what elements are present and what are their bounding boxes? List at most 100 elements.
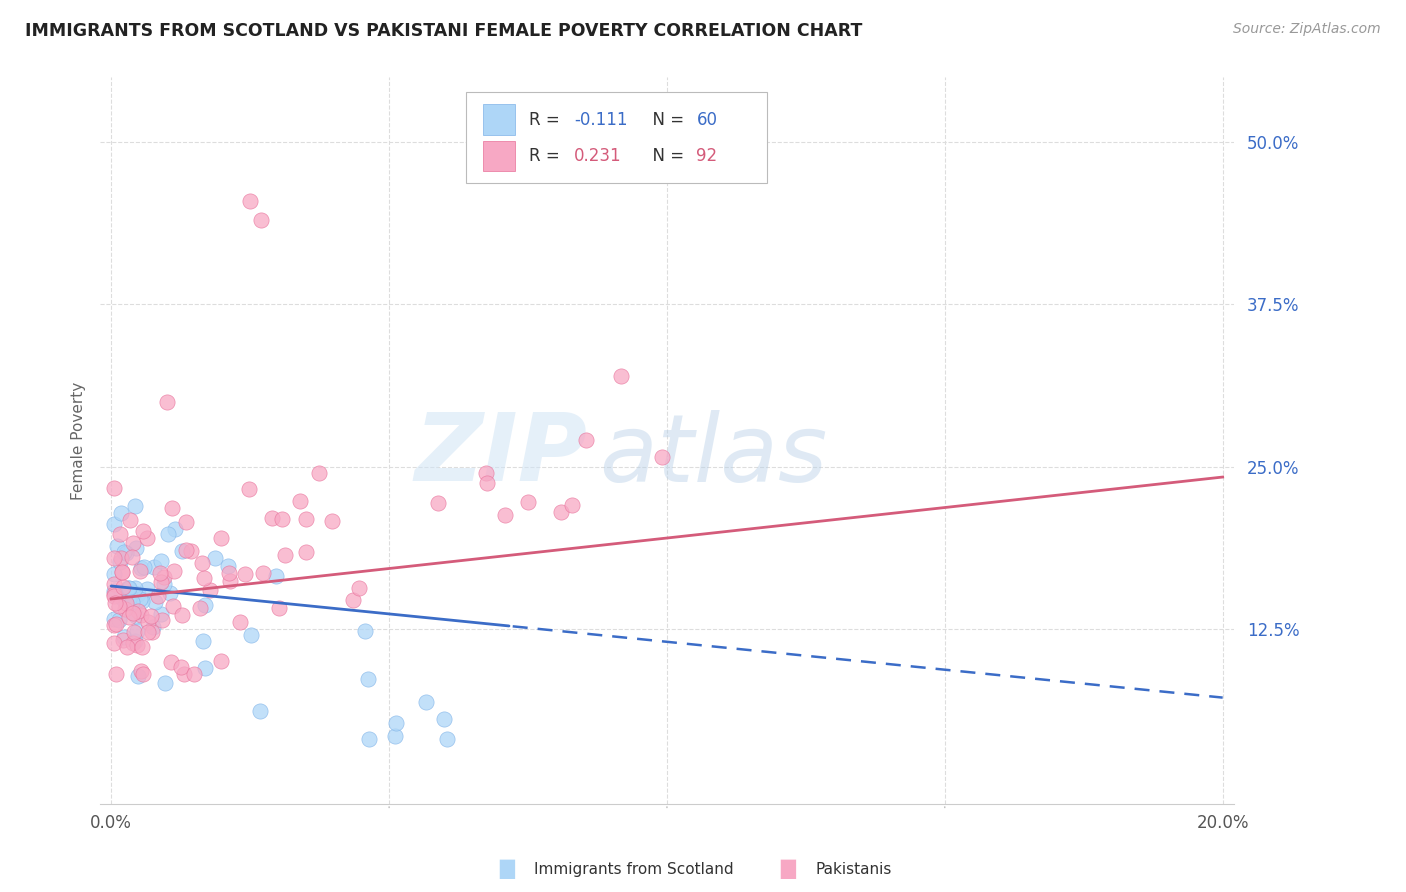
Text: █: █	[780, 860, 796, 880]
Point	[174, 542, 197, 557]
Point	[155, 676, 177, 690]
Point	[108, 613, 131, 627]
Point	[131, 561, 153, 575]
Point	[108, 555, 131, 569]
Point	[249, 705, 271, 719]
Point	[436, 732, 458, 747]
Point	[122, 625, 145, 640]
Text: N =: N =	[643, 147, 689, 165]
Point	[145, 595, 167, 609]
Point	[191, 556, 214, 570]
Text: ZIP: ZIP	[415, 409, 588, 501]
Point	[218, 566, 240, 580]
Point	[118, 610, 141, 624]
Point	[288, 494, 311, 508]
Text: 60: 60	[696, 111, 717, 128]
Point	[295, 512, 318, 526]
Point	[354, 624, 377, 638]
Point	[118, 581, 141, 595]
Point	[561, 499, 583, 513]
Point	[104, 667, 127, 681]
Point	[235, 567, 257, 582]
Point	[103, 590, 125, 604]
Point	[117, 582, 139, 596]
Text: Pakistanis: Pakistanis	[815, 863, 891, 877]
Point	[308, 466, 330, 480]
Point	[229, 615, 252, 630]
Point	[105, 539, 128, 553]
Text: IMMIGRANTS FROM SCOTLAND VS PAKISTANI FEMALE POVERTY CORRELATION CHART: IMMIGRANTS FROM SCOTLAND VS PAKISTANI FE…	[25, 22, 863, 40]
Point	[427, 496, 450, 510]
Point	[112, 592, 135, 607]
Point	[129, 592, 152, 607]
Text: N =: N =	[643, 111, 689, 128]
Point	[183, 667, 205, 681]
Point	[517, 494, 540, 508]
Point	[180, 544, 202, 558]
Point	[118, 591, 141, 606]
Point	[107, 599, 129, 613]
Point	[110, 588, 132, 602]
Point	[127, 604, 149, 618]
Point	[415, 695, 437, 709]
Point	[122, 635, 145, 649]
Point	[494, 508, 516, 522]
Point	[103, 566, 125, 581]
Point	[356, 672, 378, 686]
Point	[111, 566, 134, 580]
Point	[124, 634, 146, 648]
Point	[121, 549, 143, 564]
Point	[103, 636, 125, 650]
Point	[357, 732, 380, 747]
Point	[122, 536, 145, 550]
Point	[114, 596, 136, 610]
Point	[194, 661, 217, 675]
Point	[114, 602, 136, 616]
Text: atlas: atlas	[599, 409, 827, 500]
Point	[131, 594, 153, 608]
Point	[127, 587, 149, 601]
Point	[136, 532, 159, 546]
Text: █: █	[499, 860, 515, 880]
Point	[146, 589, 169, 603]
Point	[149, 575, 172, 590]
Point	[217, 559, 239, 574]
Point	[110, 550, 132, 565]
Point	[125, 638, 148, 652]
Point	[103, 481, 125, 495]
Point	[274, 549, 297, 563]
Point	[125, 541, 148, 555]
Point	[204, 550, 226, 565]
Point	[103, 584, 125, 599]
Point	[118, 587, 141, 601]
Point	[264, 568, 287, 582]
Point	[433, 712, 456, 726]
Point	[136, 625, 159, 640]
Point	[250, 213, 273, 227]
Text: -0.111: -0.111	[574, 111, 627, 128]
Point	[118, 596, 141, 610]
Point	[103, 551, 125, 566]
Point	[141, 624, 163, 639]
Point	[163, 522, 186, 536]
Point	[238, 482, 260, 496]
Point	[143, 560, 166, 574]
Point	[118, 513, 141, 527]
Text: 92: 92	[696, 147, 717, 165]
Point	[262, 510, 284, 524]
Point	[122, 586, 145, 600]
FancyBboxPatch shape	[467, 92, 766, 183]
Point	[295, 545, 318, 559]
Point	[153, 570, 176, 584]
Bar	[484, 104, 515, 135]
Point	[163, 564, 186, 578]
Point	[103, 517, 125, 532]
Point	[138, 615, 160, 630]
Point	[105, 617, 128, 632]
Point	[218, 574, 240, 588]
Point	[157, 527, 180, 541]
Point	[103, 612, 125, 626]
Point	[173, 667, 195, 681]
Point	[125, 608, 148, 623]
Point	[127, 669, 149, 683]
